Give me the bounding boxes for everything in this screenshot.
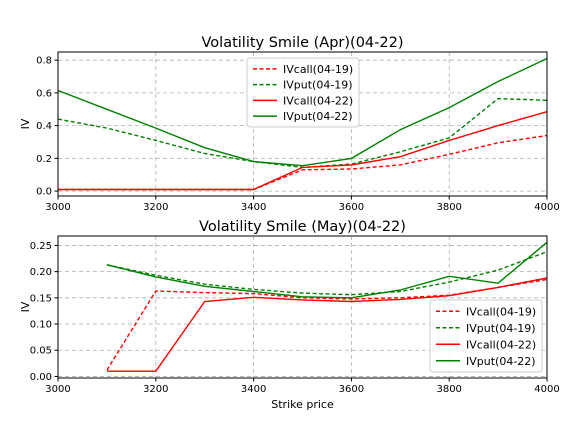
x-tick-label: 3000 [45,384,70,395]
series-line-ivput-04-19 [106,251,548,296]
x-tick-label: 3800 [436,384,461,395]
y-axis-label: IV [19,301,32,312]
legend: IVcall(04-19) IVput(04-19) IVcall(04-22) IV… [246,57,360,128]
may-smile-chart: Volatility Smile (May)(04-22) IV Strike … [19,219,560,411]
x-tick-label: 3200 [143,202,168,213]
y-tick-label: 0.4 [36,121,52,132]
x-tick-label: 3400 [241,384,266,395]
apr-smile-chart: Volatility Smile (Apr)(04-22) IV 3000 320… [19,35,560,213]
y-tick-label: 0.2 [36,154,52,165]
y-tick-label: 0.6 [36,88,52,99]
legend-label: IVput(04-22) [283,110,353,123]
series-line-ivput-04-22 [106,241,548,299]
x-tick-label: 4000 [534,384,559,395]
x-tick-label: 3400 [241,202,266,213]
x-tick-label: 3600 [339,202,364,213]
legend-label: IVcall(04-19) [283,63,353,76]
y-tick-label: 0.20 [30,267,52,278]
legend-label: IVput(04-22) [466,355,536,368]
series-line-ivcall-04-22 [58,111,548,191]
x-axis-label: Strike price [271,398,334,411]
x-tick-label: 3200 [143,384,168,395]
x-tick-label: 3000 [45,202,70,213]
y-tick-label: 0.8 [36,56,52,67]
legend-box [429,299,543,373]
legend-label: IVcall(04-19) [466,305,536,318]
chart-title: Volatility Smile (Apr)(04-22) [202,35,404,51]
y-axis-label: IV [19,118,32,129]
series-line-ivcall-04-22 [106,277,548,372]
legend-label: IVcall(04-22) [283,94,353,107]
y-tick-label: 0.10 [30,320,52,331]
legend-label: IVcall(04-22) [466,338,536,351]
y-tick-label: 0.0 [36,187,52,198]
legend-label: IVput(04-19) [466,322,536,335]
y-tick-label: 0.15 [30,293,52,304]
y-tick-label: 0.25 [30,241,52,252]
y-tick-label: 0.00 [30,372,52,383]
series-line-ivput-04-22 [57,57,548,167]
chart-title: Volatility Smile (May)(04-22) [199,219,406,235]
plot-frame [57,235,548,379]
x-tick-label: 3600 [339,384,364,395]
plot-frame [57,51,548,197]
x-tick-label: 3800 [436,202,461,213]
x-tick-label: 4000 [534,202,559,213]
legend: IVcall(04-19) IVput(04-19) IVcall(04-22) IV… [429,299,543,373]
legend-label: IVput(04-19) [283,79,353,92]
legend-box [246,57,360,128]
y-tick-label: 0.05 [30,346,52,357]
